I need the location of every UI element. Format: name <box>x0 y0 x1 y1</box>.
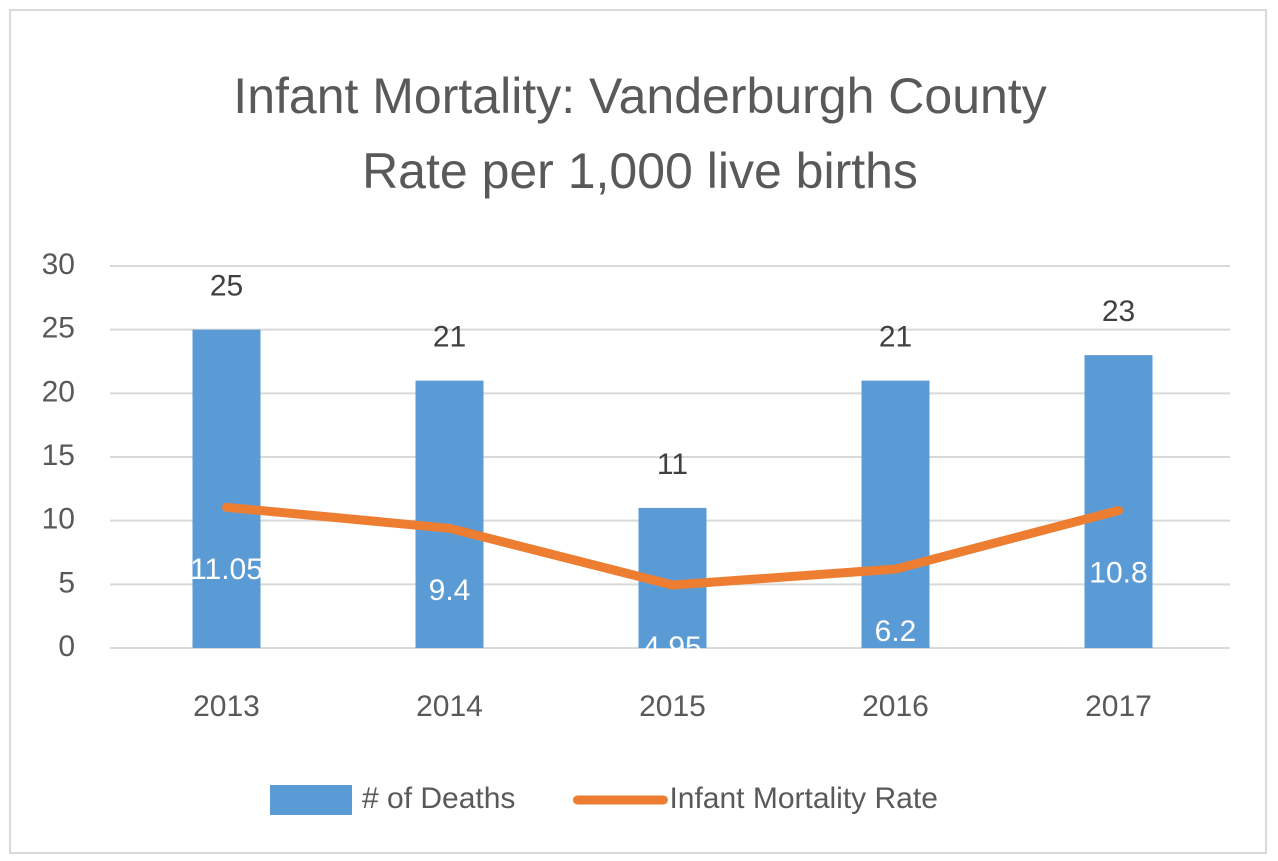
y-tick-label: 15 <box>42 439 75 472</box>
data-label: 10.8 <box>1089 556 1147 589</box>
legend-label: Infant Mortality Rate <box>669 782 937 815</box>
data-label: 9.4 <box>429 574 471 607</box>
x-tick-label: 2014 <box>416 690 483 723</box>
data-label: 21 <box>879 321 912 354</box>
y-tick-label: 0 <box>58 630 75 663</box>
data-label: 11.05 <box>190 553 263 586</box>
data-label: 21 <box>433 321 466 354</box>
legend-label: # of Deaths <box>362 782 515 815</box>
legend-swatch <box>270 785 352 815</box>
bar <box>415 380 484 648</box>
chart-subtitle: Rate per 1,000 live births <box>362 143 918 199</box>
data-label: 23 <box>1102 295 1135 328</box>
data-label: 6.2 <box>875 615 917 648</box>
y-tick-label: 20 <box>42 375 75 408</box>
data-label: 11 <box>657 448 688 481</box>
data-label: 25 <box>210 270 243 303</box>
data-label: 4.95 <box>643 631 701 664</box>
y-tick-label: 10 <box>42 503 75 536</box>
x-tick-label: 2015 <box>639 690 706 723</box>
x-tick-label: 2016 <box>862 690 929 723</box>
bar <box>192 329 261 648</box>
y-tick-label: 5 <box>58 566 75 599</box>
bar <box>861 380 930 648</box>
chart-title: Infant Mortality: Vanderburgh County <box>233 68 1046 124</box>
y-tick-label: 30 <box>42 248 75 281</box>
x-tick-label: 2013 <box>193 690 260 723</box>
x-tick-label: 2017 <box>1085 690 1152 723</box>
y-tick-label: 25 <box>42 312 75 345</box>
line <box>222 502 1123 590</box>
bar <box>1084 355 1153 648</box>
